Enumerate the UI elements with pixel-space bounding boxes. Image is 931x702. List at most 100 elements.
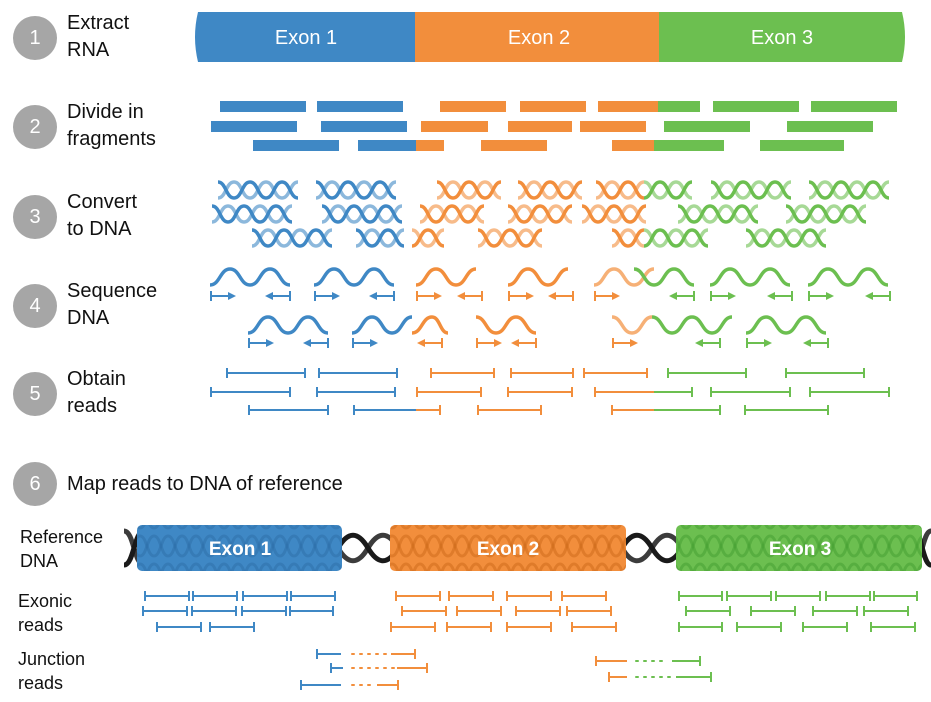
fragment	[416, 140, 444, 151]
sequencing-primers	[210, 291, 891, 348]
strand	[247, 315, 329, 335]
read	[654, 387, 693, 397]
dna-helix	[808, 180, 890, 200]
read	[809, 387, 890, 397]
fragment	[664, 121, 750, 132]
junction-read	[316, 649, 416, 659]
junction-reads-label: Junction reads	[18, 649, 86, 693]
reference-exon-2-label: Exon 2	[477, 539, 539, 560]
read	[477, 405, 542, 415]
read	[142, 606, 188, 616]
fragment	[421, 121, 488, 132]
dna-helix	[611, 228, 709, 248]
step-5-circle: 5	[13, 372, 57, 416]
fragment	[358, 140, 416, 151]
dna-helix	[477, 228, 543, 248]
strand	[807, 267, 889, 287]
dna-helix	[785, 204, 867, 224]
dna-helix	[251, 228, 333, 248]
strand	[209, 267, 291, 287]
read	[401, 606, 447, 616]
fragment	[317, 101, 403, 112]
read	[289, 606, 334, 616]
read	[571, 622, 617, 632]
dna-helix	[315, 180, 397, 200]
read	[750, 606, 796, 616]
read	[515, 606, 561, 616]
step-3-label: Convert to DNA	[67, 191, 138, 240]
reference-dna-label: Reference DNA	[20, 527, 104, 571]
cdna-helices	[211, 180, 890, 248]
step-6-circle: 6	[13, 462, 57, 506]
read	[395, 591, 441, 601]
reference-exon-2	[390, 525, 626, 571]
dna-helix	[419, 204, 485, 224]
read	[290, 591, 336, 601]
fragment	[253, 140, 339, 151]
read	[416, 387, 482, 397]
read	[678, 622, 723, 632]
strand	[415, 267, 477, 287]
sequencing-strands	[209, 267, 889, 335]
fragment	[520, 101, 586, 112]
step-4-circle: 4	[13, 284, 57, 328]
dna-helix	[710, 180, 792, 200]
fragment	[321, 121, 407, 132]
junction-read	[300, 680, 399, 690]
read	[561, 591, 607, 601]
strand	[507, 267, 569, 287]
read	[594, 387, 654, 397]
read	[390, 622, 436, 632]
read	[812, 606, 858, 616]
exon-3-label: Exon 3	[751, 27, 813, 49]
dna-helix	[217, 180, 299, 200]
fragment	[220, 101, 306, 112]
read	[685, 606, 731, 616]
fragment	[440, 101, 506, 112]
dna-helix	[507, 204, 573, 224]
junction-read	[608, 672, 712, 682]
dna-helix	[355, 228, 445, 248]
read	[506, 622, 552, 632]
fragment	[658, 101, 700, 112]
read	[448, 591, 494, 601]
obtained-reads	[210, 368, 890, 415]
fragment	[713, 101, 799, 112]
dna-helix	[321, 204, 403, 224]
exon-2-block	[415, 12, 659, 62]
read	[210, 387, 291, 397]
reference-exon-1	[137, 525, 342, 571]
fragment	[211, 121, 297, 132]
read	[192, 591, 238, 601]
reference-dna: Exon 1 Exon 2 Exon 3	[123, 525, 931, 571]
read	[785, 368, 865, 378]
read	[416, 405, 441, 415]
fragment	[811, 101, 897, 112]
fragment	[508, 121, 572, 132]
read	[825, 591, 871, 601]
dna-helix	[211, 204, 293, 224]
step-4-label: Sequence DNA	[67, 280, 158, 329]
read	[144, 591, 190, 601]
reference-exon-3	[676, 525, 922, 571]
fragment	[481, 140, 547, 151]
read	[736, 622, 782, 632]
read	[667, 368, 747, 378]
step-1-circle: 1	[13, 16, 57, 60]
step-2-label: Divide in fragments	[67, 101, 156, 150]
read	[863, 606, 909, 616]
strand	[633, 267, 695, 287]
junction-reads	[300, 649, 712, 690]
read	[242, 591, 288, 601]
rna-exon-bar: Exon 1 Exon 2 Exon 3	[195, 12, 905, 62]
fragment	[654, 140, 724, 151]
fragment	[580, 121, 646, 132]
dna-helix	[745, 228, 827, 248]
read	[510, 368, 574, 378]
exon-1-block	[195, 12, 415, 62]
read	[726, 591, 772, 601]
read	[209, 622, 255, 632]
step-5-label: Obtain reads	[67, 368, 126, 417]
fragment	[612, 140, 654, 151]
